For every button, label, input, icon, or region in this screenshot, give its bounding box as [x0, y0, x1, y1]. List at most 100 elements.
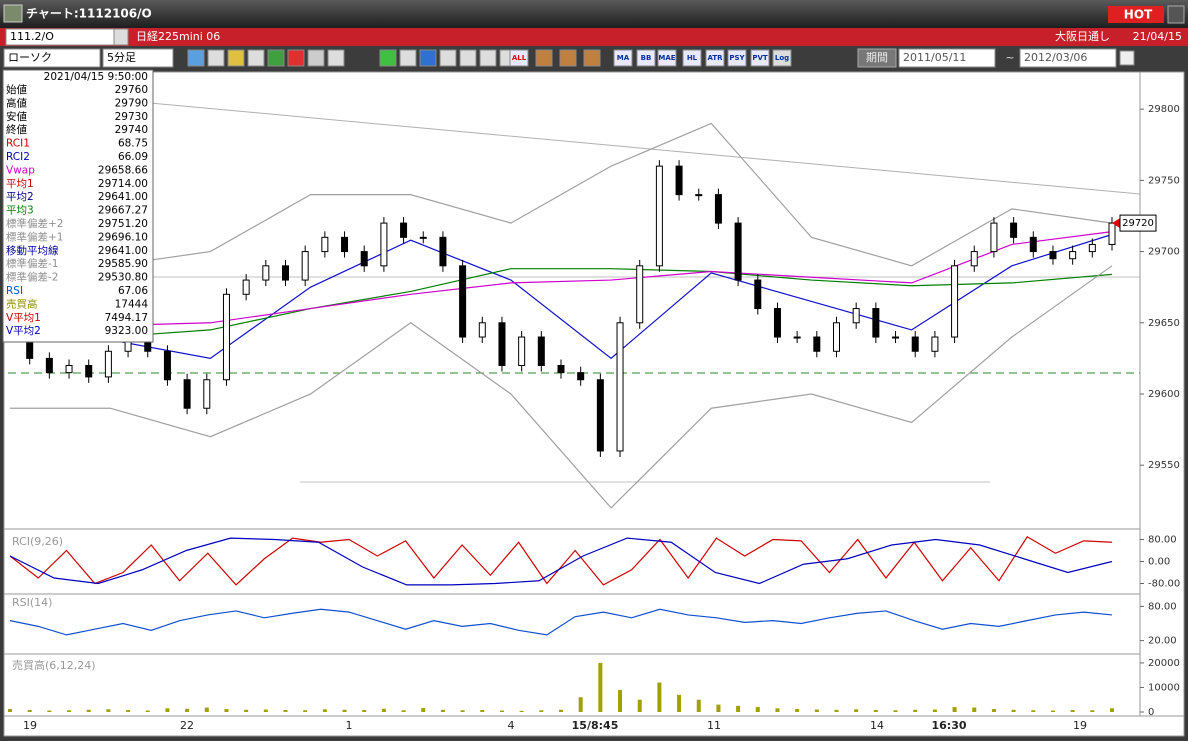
tool-icon[interactable]	[379, 49, 397, 67]
y-tick-label: 20.00	[1148, 636, 1177, 647]
period-select[interactable]	[102, 48, 174, 68]
tool-icon[interactable]	[535, 49, 553, 67]
info-value: 29641.00	[98, 245, 148, 257]
info-label: 移動平均線	[6, 244, 59, 257]
tool-icon[interactable]	[559, 49, 577, 67]
candle-body	[911, 336, 919, 352]
candle-body	[734, 222, 742, 281]
hot-button[interactable]	[1108, 6, 1164, 23]
info-value: 29740	[115, 124, 148, 136]
tool-icon[interactable]	[227, 49, 245, 67]
from-input[interactable]	[898, 48, 996, 68]
range-button[interactable]	[857, 48, 897, 68]
y-tick-label: 29750	[1148, 175, 1180, 186]
tool-icon-label[interactable]: ALL	[512, 54, 527, 62]
tool-icon[interactable]	[613, 49, 633, 67]
tool-icon[interactable]	[509, 49, 529, 67]
tool-icon[interactable]	[682, 49, 702, 67]
close-button[interactable]	[1167, 5, 1185, 24]
candle-body	[852, 308, 860, 324]
tool-icon[interactable]	[636, 49, 656, 67]
tool-icon-label[interactable]: MA	[617, 54, 630, 62]
tool-icon[interactable]	[479, 49, 497, 67]
tool-icon[interactable]	[307, 49, 325, 67]
tool-icon[interactable]	[207, 49, 225, 67]
volume-bar	[578, 697, 583, 712]
info-label: 平均3	[6, 205, 34, 217]
y-tick-label: 29600	[1148, 389, 1180, 400]
candle-body	[655, 165, 663, 267]
volume-bar	[1070, 710, 1075, 712]
candle-body	[970, 251, 978, 267]
tool-icon[interactable]	[459, 49, 477, 67]
tool-icon[interactable]	[705, 49, 725, 67]
tool-icon-label[interactable]: MAE	[658, 54, 675, 62]
volume-bar	[716, 704, 721, 712]
tool-icon[interactable]	[287, 49, 305, 67]
tool-icon[interactable]	[399, 49, 417, 67]
tool-icon[interactable]	[247, 49, 265, 67]
tool-icon-label[interactable]: BB	[641, 54, 652, 62]
volume-bar	[499, 710, 504, 712]
y-tick-label: 0	[1148, 707, 1154, 718]
from-date[interactable]: 2011/05/11	[903, 51, 966, 64]
volume-bar	[86, 709, 91, 712]
last-price: 29720	[1122, 218, 1154, 229]
candle-body	[65, 365, 73, 374]
candle-body	[813, 336, 821, 352]
volume-bar	[736, 705, 741, 712]
info-label: 標準偏差+2	[6, 217, 63, 230]
symbol-dropdown[interactable]	[113, 28, 129, 46]
tool-icon[interactable]	[327, 49, 345, 67]
period[interactable]: 5分足	[107, 51, 136, 64]
chart-area	[3, 71, 1185, 737]
tool-icon[interactable]	[439, 49, 457, 67]
volume-bar	[677, 694, 682, 712]
candle-body	[439, 236, 447, 267]
volume-bar	[1011, 709, 1016, 712]
tool-icon[interactable]	[772, 49, 792, 67]
to-input[interactable]	[1019, 48, 1117, 68]
info-label: 平均2	[6, 191, 34, 203]
x-tick-label: 16:30	[931, 719, 966, 732]
y-tick-label: 29700	[1148, 247, 1180, 258]
info-datetime: 2021/04/15 9:50:00	[44, 71, 148, 83]
series-line	[9, 537, 1113, 586]
tool-icon-label[interactable]: ATR	[707, 54, 723, 62]
range-label[interactable]: 期間	[866, 51, 888, 64]
candle-body	[400, 222, 408, 238]
tool-icon[interactable]	[419, 49, 437, 67]
tool-icon[interactable]	[657, 49, 677, 67]
tilde: ~	[1005, 51, 1014, 64]
tool-icon-label[interactable]: Log	[775, 54, 789, 62]
candle-body	[931, 336, 939, 352]
tool-icon[interactable]	[267, 49, 285, 67]
tool-icon-label[interactable]: PVT	[752, 54, 768, 62]
tool-icon-label[interactable]: HL	[687, 54, 698, 62]
y-tick-label: 29550	[1148, 460, 1180, 471]
candle-body	[951, 265, 959, 338]
tool-icon[interactable]	[187, 49, 205, 67]
info-value: 68.75	[118, 138, 148, 150]
candle-body	[616, 322, 624, 452]
candle-body	[1108, 222, 1116, 245]
x-tick-label: 14	[870, 719, 884, 732]
series-line	[9, 122, 1113, 267]
checkbox[interactable]	[1119, 50, 1135, 66]
chart-type[interactable]: ローソク	[8, 51, 52, 64]
candle-body	[282, 265, 289, 281]
volume-bar	[322, 709, 327, 712]
volume-bar	[873, 710, 878, 712]
chart-type-select[interactable]	[3, 48, 101, 68]
tool-icon[interactable]	[750, 49, 770, 67]
candle-body	[459, 265, 467, 338]
tool-icon-label[interactable]: PSY	[729, 54, 745, 62]
tool-icon[interactable]	[583, 49, 601, 67]
series-line	[9, 608, 1113, 636]
to-date[interactable]: 2012/03/06	[1024, 51, 1087, 64]
volume-bar	[893, 710, 898, 712]
symbol-code[interactable]: 111.2/O	[10, 30, 54, 43]
hot-label[interactable]: HOT	[1124, 8, 1153, 22]
tool-icon[interactable]	[727, 49, 747, 67]
volume-bar	[460, 710, 465, 712]
